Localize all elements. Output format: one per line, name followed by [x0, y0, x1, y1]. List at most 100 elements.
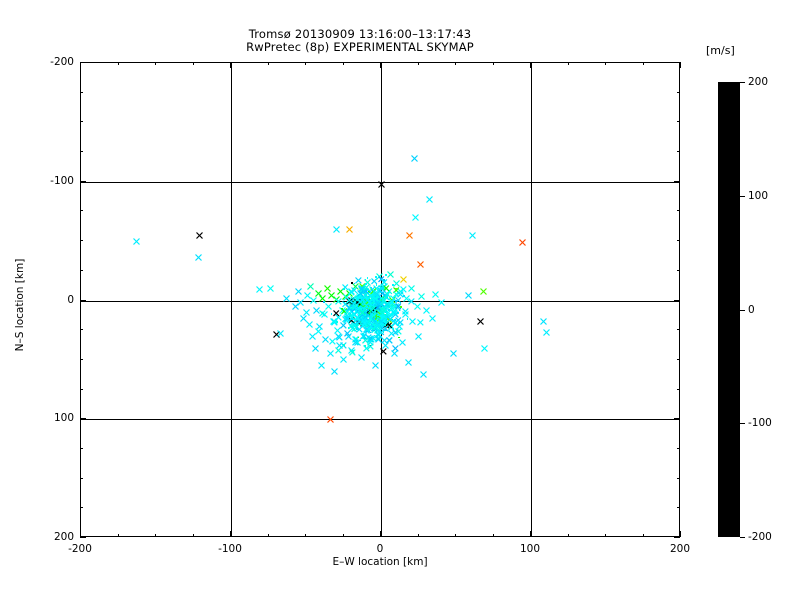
scatter-point	[375, 284, 378, 286]
x-tick-top	[80, 62, 81, 68]
scatter-point	[351, 318, 353, 321]
scatter-point	[348, 325, 356, 332]
plot-area	[80, 62, 680, 537]
colorbar-tick-label: -200	[748, 531, 772, 543]
scatter-point	[340, 356, 347, 364]
scatter-point	[364, 279, 371, 287]
y-tick-minor	[80, 121, 83, 123]
scatter-point	[382, 324, 389, 332]
y-tick-minor	[677, 477, 680, 479]
scatter-point	[343, 302, 346, 304]
scatter-point	[396, 291, 404, 298]
x-tick-minor	[417, 62, 419, 65]
scatter-point	[374, 276, 377, 278]
y-tick-label: 200	[53, 531, 74, 543]
y-tick-minor	[80, 240, 83, 242]
scatter-point	[373, 328, 375, 330]
scatter-point	[330, 312, 333, 315]
scatter-point	[345, 304, 353, 312]
y-tick-right	[674, 62, 680, 63]
scatter-point	[391, 350, 398, 358]
scatter-point	[356, 296, 359, 299]
scatter-point	[383, 324, 386, 326]
scatter-point	[392, 328, 399, 336]
y-tick-minor	[80, 477, 83, 479]
scatter-point	[382, 331, 385, 333]
scatter-point	[351, 282, 353, 285]
scatter-point	[348, 287, 356, 295]
scatter-point	[342, 283, 349, 290]
scatter-point	[283, 294, 290, 302]
scatter-point	[374, 315, 377, 317]
scatter-point	[331, 317, 339, 325]
scatter-point	[380, 325, 382, 328]
scatter-point	[400, 275, 407, 283]
x-tick-minor	[192, 62, 194, 65]
x-tick-minor	[642, 534, 644, 537]
scatter-point	[437, 299, 445, 307]
scatter-point	[356, 325, 363, 333]
scatter-point	[379, 315, 382, 318]
scatter-point	[481, 344, 488, 352]
scatter-point	[366, 277, 369, 279]
y-tick-minor	[677, 240, 680, 242]
x-tick-minor	[305, 62, 306, 65]
scatter-point	[406, 318, 409, 320]
scatter-point	[348, 289, 356, 296]
colorbar-tick	[740, 309, 745, 311]
scatter-point	[335, 333, 342, 341]
scatter-point	[381, 279, 388, 286]
scatter-point	[367, 292, 375, 300]
scatter-point	[374, 322, 382, 329]
y-tick-right	[674, 180, 680, 182]
scatter-point	[368, 285, 376, 293]
scatter-point	[367, 311, 370, 313]
x-tick-minor	[455, 62, 456, 65]
scatter-point	[377, 314, 379, 317]
scatter-point	[323, 301, 325, 303]
y-tick-minor	[677, 329, 680, 331]
x-tick-top	[680, 62, 681, 68]
scatter-point	[388, 298, 396, 306]
scatter-point	[397, 312, 399, 314]
scatter-point	[295, 287, 302, 295]
y-tick-label: -200	[50, 56, 74, 68]
scatter-point	[392, 280, 400, 288]
x-tick-minor	[567, 534, 569, 537]
y-tick-minor	[80, 358, 83, 360]
scatter-point	[382, 288, 385, 290]
scatter-point	[256, 286, 263, 294]
scatter-point	[367, 338, 370, 340]
scatter-point	[418, 293, 425, 301]
scatter-point	[398, 309, 401, 311]
scatter-point	[342, 316, 350, 324]
x-tick-minor	[417, 534, 419, 537]
scatter-point	[379, 290, 386, 297]
scatter-point	[388, 305, 396, 312]
scatter-point	[326, 415, 334, 423]
y-tick-right	[674, 418, 680, 420]
scatter-point	[397, 336, 400, 339]
scatter-point	[339, 322, 347, 330]
y-tick-right	[674, 537, 680, 538]
scatter-point	[367, 307, 370, 309]
y-tick-label: 0	[67, 293, 74, 306]
scatter-point	[352, 282, 359, 290]
title-line-2: RwPretec (8p) EXPERIMENTAL SKYMAP	[246, 40, 474, 54]
y-tick-minor	[677, 91, 680, 93]
scatter-point	[542, 329, 550, 336]
x-tick	[680, 531, 681, 537]
scatter-point	[422, 306, 430, 314]
scatter-point	[382, 300, 390, 308]
scatter-point	[364, 314, 367, 317]
x-tick-minor	[605, 62, 606, 65]
x-tick-label: -100	[218, 543, 242, 555]
scatter-point	[308, 332, 316, 340]
scatter-point	[353, 282, 356, 285]
y-tick	[80, 537, 86, 538]
scatter-point	[381, 304, 389, 312]
scatter-point	[416, 261, 424, 269]
scatter-point	[319, 310, 326, 317]
scatter-point	[380, 297, 388, 304]
y-tick-minor	[677, 151, 680, 153]
